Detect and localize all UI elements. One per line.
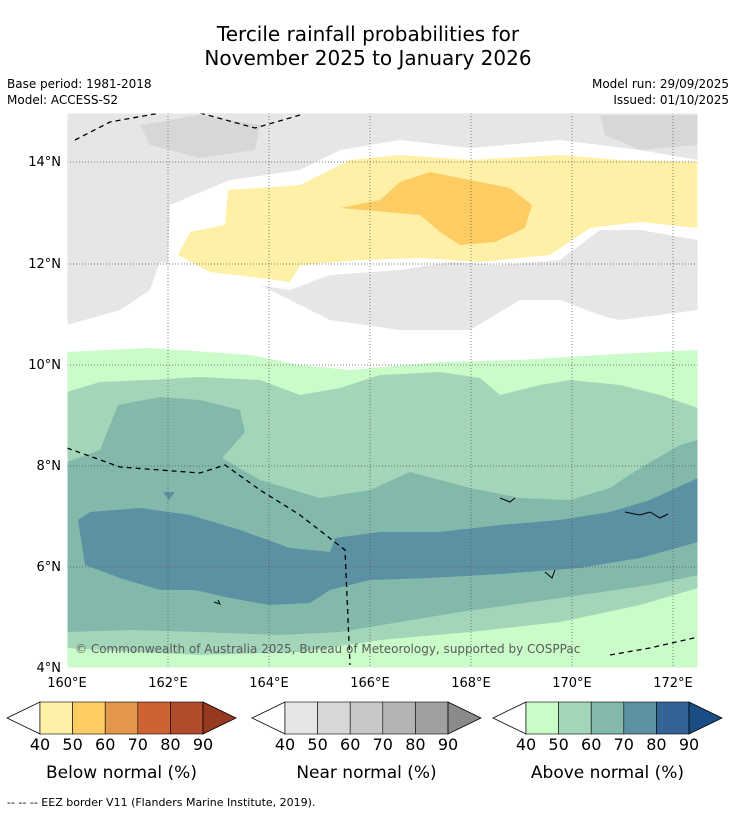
lon-label: 170°E [552, 676, 592, 691]
colorbar-tick-label: 50 [307, 735, 327, 754]
eez-footnote: -- -- -- EEZ border V11 (Flanders Marine… [7, 796, 316, 809]
colorbar-0: 40 50 60 70 80 90 Below normal (%) [6, 701, 237, 783]
issued-date: Issued: 01/10/2025 [613, 93, 729, 107]
colorbar-tick-label: 70 [373, 735, 393, 754]
base-period: Base period: 1981-2018 [7, 77, 152, 91]
colorbar-segment [349, 701, 384, 735]
lon-labels: 160°E 162°E 164°E 166°E 168°E 170°E 172°… [47, 676, 693, 691]
map-panel: © Commonwealth of Australia 2025, Bureau… [67, 113, 698, 668]
near-normal-region-darker-b [600, 115, 698, 150]
colorbar-tick-label: 40 [30, 735, 50, 754]
colorbar-tick-label: 90 [193, 735, 213, 754]
colorbar-segment [72, 701, 106, 735]
colorbar-segment [284, 701, 318, 735]
colorbar-tick-label: 80 [160, 735, 180, 754]
colorbar-tick-label: 60 [340, 735, 360, 754]
map-title: Tercile rainfall probabilities for Novem… [0, 22, 736, 70]
lat-label: 6°N [37, 560, 62, 575]
colorbar-tick-label: 70 [614, 735, 634, 754]
lat-label: 10°N [28, 358, 61, 373]
colorbar-max-arrow [202, 701, 237, 735]
white-gap-middle [67, 290, 698, 370]
colorbar-tick-label: 90 [679, 735, 699, 754]
below-normal-50-region [340, 172, 532, 245]
above-normal-small-blob [163, 492, 175, 500]
colorbar-tick-label: 70 [128, 735, 148, 754]
colorbar-title: Above normal (%) [531, 763, 684, 783]
colorbar-segment [317, 701, 351, 735]
colorbar-tick-label: 60 [95, 735, 115, 754]
lon-label: 164°E [249, 676, 289, 691]
colorbar-segment [39, 701, 73, 735]
colorbar-segment [415, 701, 449, 735]
lat-label: 12°N [28, 257, 61, 272]
colorbar-tick-label: 60 [581, 735, 601, 754]
lat-labels: 4°N 6°N 8°N 10°N 12°N 14°N [28, 155, 61, 676]
lon-label: 172°E [653, 676, 693, 691]
colorbar-segment [104, 701, 139, 735]
colorbar-max-arrow [688, 701, 723, 735]
title-line-2: November 2025 to January 2026 [204, 46, 532, 70]
meta-left: Base period: 1981-2018 Model: ACCESS-S2 [7, 76, 152, 108]
colorbar-segment [525, 701, 559, 735]
colorbar-tick-label: 50 [548, 735, 568, 754]
colorbar-segment [137, 701, 171, 735]
lon-label: 166°E [350, 676, 390, 691]
colorbar-title: Near normal (%) [296, 763, 436, 783]
lon-label: 162°E [148, 676, 188, 691]
lat-label: 14°N [28, 155, 61, 170]
eez-borders [67, 113, 698, 666]
map-frame [66, 112, 699, 669]
colorbar-max-arrow [447, 701, 482, 735]
colorbar-segment [656, 701, 690, 735]
colorbar-tick-label: 90 [438, 735, 458, 754]
colorbar-segment [382, 701, 416, 735]
lat-label: 8°N [37, 459, 62, 474]
lon-label: 168°E [451, 676, 491, 691]
title-line-1: Tercile rainfall probabilities for [216, 22, 520, 46]
colorbar-min-arrow [492, 701, 527, 735]
colorbar-min-arrow [6, 701, 41, 735]
lon-label: 160°E [47, 676, 87, 691]
colorbar-title: Below normal (%) [46, 763, 197, 783]
lat-label: 4°N [37, 661, 62, 676]
colorbar-min-arrow [251, 701, 286, 735]
island-outlines [213, 497, 669, 605]
grid-lines [67, 113, 698, 668]
colorbar-tick-label: 80 [646, 735, 666, 754]
colorbar-tick-label: 80 [405, 735, 425, 754]
model-run: Model run: 29/09/2025 [591, 77, 729, 91]
near-normal-region-darker-a [140, 115, 260, 158]
colorbar-2: 40 50 60 70 80 90 Above normal (%) [492, 701, 723, 783]
meta-right: Model run: 29/09/2025 Issued: 01/10/2025 [592, 76, 729, 108]
colorbar-segment [590, 701, 625, 735]
model-name: Model: ACCESS-S2 [7, 93, 119, 107]
above-normal-70-region [78, 478, 698, 605]
colorbar-tick-label: 40 [516, 735, 536, 754]
colorbar-segment [558, 701, 592, 735]
colorbar-segment [170, 701, 204, 735]
colorbar-tick-label: 50 [62, 735, 82, 754]
colorbar-tick-label: 40 [275, 735, 295, 754]
colorbar-segment [623, 701, 657, 735]
copyright-text: © Commonwealth of Australia 2025, Bureau… [75, 642, 580, 656]
colorbars: 40 50 60 70 80 90 Below normal (%) 40 50 60 70 80 90… [6, 701, 723, 783]
